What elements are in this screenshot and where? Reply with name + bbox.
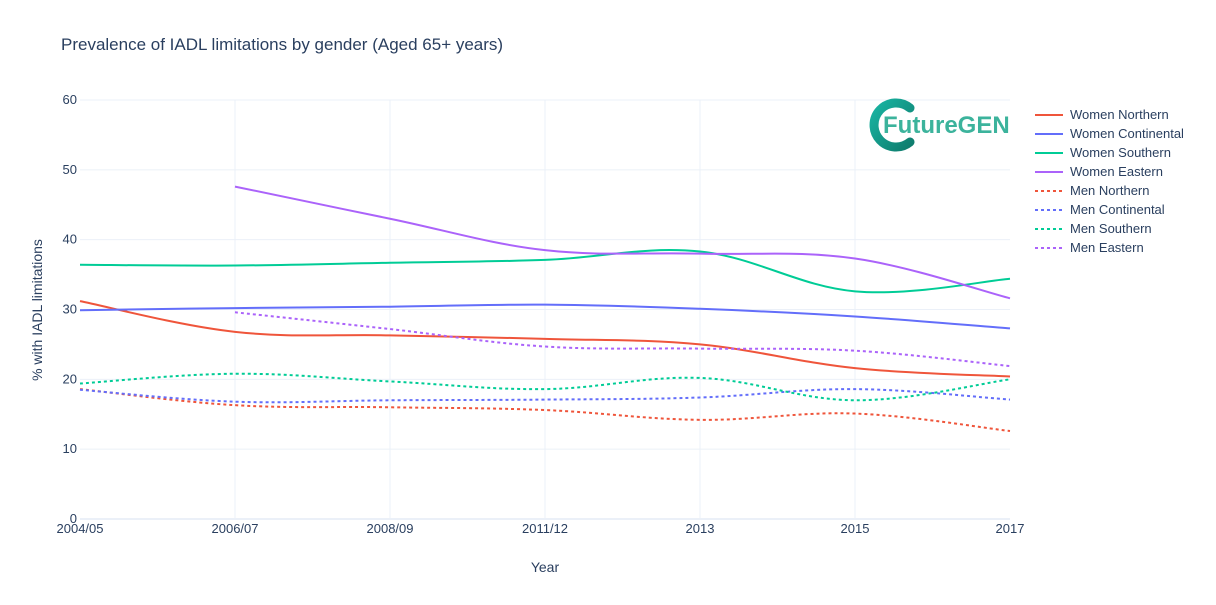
legend-item[interactable]: Women Northern bbox=[1035, 107, 1169, 122]
legend-label: Men Northern bbox=[1070, 183, 1149, 198]
legend-item[interactable]: Women Eastern bbox=[1035, 164, 1163, 179]
x-tick-label: 2013 bbox=[686, 521, 715, 536]
y-tick-label: 10 bbox=[63, 441, 77, 456]
legend-item[interactable]: Women Continental bbox=[1035, 126, 1184, 141]
x-tick-label: 2008/09 bbox=[367, 521, 414, 536]
x-axis-ticks: 2004/05 2006/07 2008/09 2011/12 2013 2015 2017 bbox=[57, 521, 1025, 536]
y-tick-label: 50 bbox=[63, 162, 77, 177]
y-tick-label: 40 bbox=[63, 232, 77, 247]
y-tick-label: 20 bbox=[63, 371, 77, 386]
x-tick-label: 2017 bbox=[996, 521, 1025, 536]
y-axis-ticks: 0 10 20 30 40 50 60 bbox=[63, 92, 77, 526]
legend-item[interactable]: Men Continental bbox=[1035, 202, 1165, 217]
legend-label: Men Eastern bbox=[1070, 240, 1144, 255]
legend-label: Women Southern bbox=[1070, 145, 1171, 160]
legend-item[interactable]: Men Southern bbox=[1035, 221, 1152, 236]
legend[interactable]: Women Northern Women Continental Women Sou… bbox=[1035, 107, 1184, 255]
x-axis-title: Year bbox=[531, 559, 560, 575]
legend-label: Women Eastern bbox=[1070, 164, 1163, 179]
legend-label: Women Continental bbox=[1070, 126, 1184, 141]
y-axis-title: % with IADL limitations bbox=[29, 239, 45, 381]
x-tick-label: 2015 bbox=[841, 521, 870, 536]
series-line-women-northern[interactable] bbox=[79, 300, 1011, 378]
series-line-women-eastern[interactable] bbox=[234, 185, 1011, 300]
series-line-women-continental[interactable] bbox=[79, 303, 1011, 330]
grid-lines bbox=[80, 99, 1010, 520]
y-tick-label: 30 bbox=[63, 302, 77, 317]
chart-title: Prevalence of IADL limitations by gender… bbox=[61, 35, 503, 54]
series-line-men-continental[interactable] bbox=[79, 388, 1011, 404]
series-lines bbox=[79, 185, 1011, 433]
logo-mark-icon bbox=[869, 98, 915, 152]
series-line-men-northern[interactable] bbox=[79, 388, 1011, 433]
x-tick-label: 2004/05 bbox=[57, 521, 104, 536]
logo-text: FutureGEN bbox=[883, 112, 1010, 139]
y-tick-label: 0 bbox=[70, 511, 77, 526]
series-line-men-eastern[interactable] bbox=[234, 311, 1011, 368]
y-tick-label: 60 bbox=[63, 92, 77, 107]
legend-label: Men Southern bbox=[1070, 221, 1152, 236]
legend-item[interactable]: Women Southern bbox=[1035, 145, 1171, 160]
series-line-women-southern[interactable] bbox=[79, 249, 1011, 294]
legend-label: Men Continental bbox=[1070, 202, 1165, 217]
legend-label: Women Northern bbox=[1070, 107, 1169, 122]
legend-item[interactable]: Men Northern bbox=[1035, 183, 1149, 198]
legend-item[interactable]: Men Eastern bbox=[1035, 240, 1144, 255]
x-tick-label: 2011/12 bbox=[522, 521, 568, 536]
x-tick-label: 2006/07 bbox=[212, 521, 259, 536]
futuregen-logo: FutureGEN bbox=[869, 98, 1010, 152]
